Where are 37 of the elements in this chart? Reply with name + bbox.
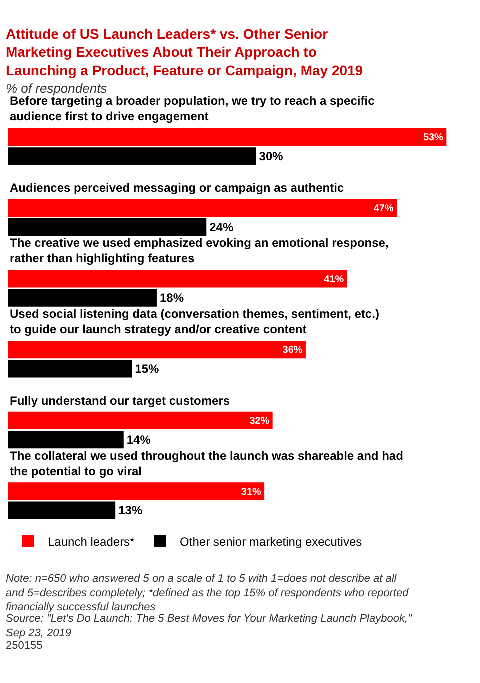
bar xyxy=(8,482,265,500)
legend-label: Other senior marketing executives xyxy=(180,535,362,550)
data-label: 41% xyxy=(324,274,344,286)
y-tick-label: Fully understand our target customers xyxy=(10,394,230,408)
bar xyxy=(8,360,132,378)
data-label: 53% xyxy=(423,132,444,144)
y-tick-label: The creative we used emphasized evoking an emotional response, rather than highlighting features xyxy=(10,236,389,266)
bar xyxy=(8,148,256,166)
data-label: 31% xyxy=(241,486,262,498)
y-tick-label: Before targeting a broader population, we try to reach a specific audience first to drive engagement xyxy=(10,94,376,124)
chart-title: Attitude of US Launch Leaders* vs. Other Senior Marketing Executives About Their Approach to Launching a Product, Feature or Campaign, May 2019 xyxy=(6,26,364,78)
data-label: 36% xyxy=(282,345,303,356)
bar xyxy=(8,218,207,236)
bar xyxy=(8,341,306,359)
data-label: 32% xyxy=(250,416,270,427)
data-label: 47% xyxy=(374,203,394,214)
bar xyxy=(8,199,397,217)
text: 250155 xyxy=(6,640,43,652)
data-label: 13% xyxy=(118,504,143,518)
data-label: 15% xyxy=(135,362,160,376)
y-tick-label: Audiences perceived messaging or campaign as authentic xyxy=(10,181,344,195)
bar xyxy=(8,502,116,520)
y-tick-label: The collateral we used throughout the launch was shareable and had the potential to go viral xyxy=(10,449,404,479)
legend-label: Launch leaders* xyxy=(48,535,136,550)
bar xyxy=(8,270,348,288)
y-tick-label: Used social listening data (conversation themes, sentiment, etc.) to guide our launch strategy and/or creative content xyxy=(10,307,380,337)
data-label: 24% xyxy=(210,220,234,234)
bar xyxy=(8,430,124,449)
bar xyxy=(8,412,273,430)
source-note: Source: "Let's Do Launch: The 5 Best Moves for Your Marketing Launch Playbook," Sep 23, 2019 xyxy=(6,613,414,640)
bar xyxy=(8,289,157,307)
bar xyxy=(8,128,447,146)
chart-subtitle: % of respondents xyxy=(6,81,108,96)
data-label: 14% xyxy=(126,432,152,447)
data-label: 30% xyxy=(259,149,284,164)
text: Note: n=650 who answered 5 on a scale of 1 to 5 with 1=does not describe at all and 5=describes completely; *defined as the top 15% of respondents who reported financially successful launches xyxy=(6,573,410,614)
data-label: 18% xyxy=(160,291,184,306)
